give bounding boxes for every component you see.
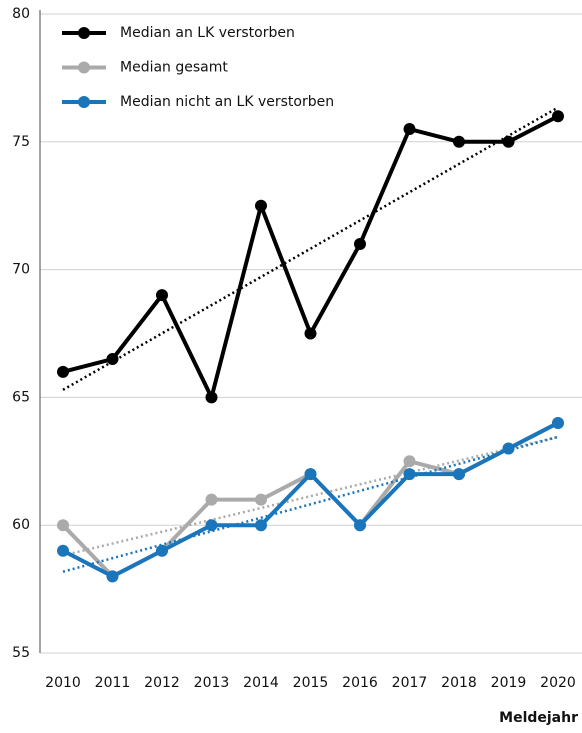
data-point (156, 544, 168, 557)
data-point (304, 327, 317, 340)
data-point (502, 135, 515, 148)
data-point (156, 289, 168, 302)
data-point (403, 123, 416, 136)
data-point (403, 455, 416, 468)
x-tick-label: 2013 (194, 675, 230, 691)
legend-label: Median nicht an LK verstorben (120, 94, 334, 110)
x-tick-label: 2015 (293, 675, 329, 691)
series-line (61, 421, 559, 579)
data-point (57, 365, 69, 378)
data-point (255, 519, 267, 532)
series-line (62, 114, 559, 400)
x-tick-label: 2019 (491, 675, 527, 691)
data-point (453, 135, 465, 148)
data-point (453, 468, 465, 481)
x-tick-label: 2016 (342, 675, 378, 691)
y-tick-label: 60 (12, 517, 30, 533)
data-point (552, 416, 564, 429)
data-point (255, 199, 267, 212)
data-point (106, 570, 119, 583)
y-tick-label: 70 (12, 262, 30, 278)
y-tick-label: 55 (12, 645, 30, 661)
legend-marker (78, 61, 90, 74)
data-point (354, 519, 366, 532)
data-point (255, 493, 267, 506)
series-line (62, 421, 559, 579)
data-point (205, 493, 218, 506)
data-point (57, 519, 69, 532)
x-tick-label: 2012 (144, 675, 180, 691)
y-tick-label: 65 (12, 389, 30, 405)
x-tick-label: 2014 (243, 675, 279, 691)
y-tick-label: 75 (12, 134, 30, 150)
legend-label: Median an LK verstorben (120, 25, 295, 41)
data-point (354, 238, 366, 251)
data-point (57, 544, 69, 557)
x-tick-label: 2010 (45, 675, 81, 691)
data-point (552, 110, 564, 123)
trend-line (62, 435, 559, 573)
legend-marker (78, 27, 90, 39)
x-tick-label: 2018 (441, 675, 477, 691)
legend-marker (78, 96, 90, 108)
trend-line (62, 435, 559, 557)
legend-label: Median gesamt (120, 60, 228, 76)
trend-line (62, 106, 559, 391)
data-point (205, 391, 218, 404)
data-point (304, 468, 317, 481)
data-point (106, 353, 119, 366)
data-point (502, 442, 515, 455)
data-point (205, 519, 218, 532)
x-tick-label: 2017 (392, 675, 428, 691)
x-tick-label: 2020 (540, 675, 576, 691)
x-axis-label: Meldejahr (499, 710, 578, 726)
data-point (403, 468, 416, 481)
y-tick-label: 80 (12, 6, 30, 22)
x-tick-label: 2011 (95, 675, 131, 691)
